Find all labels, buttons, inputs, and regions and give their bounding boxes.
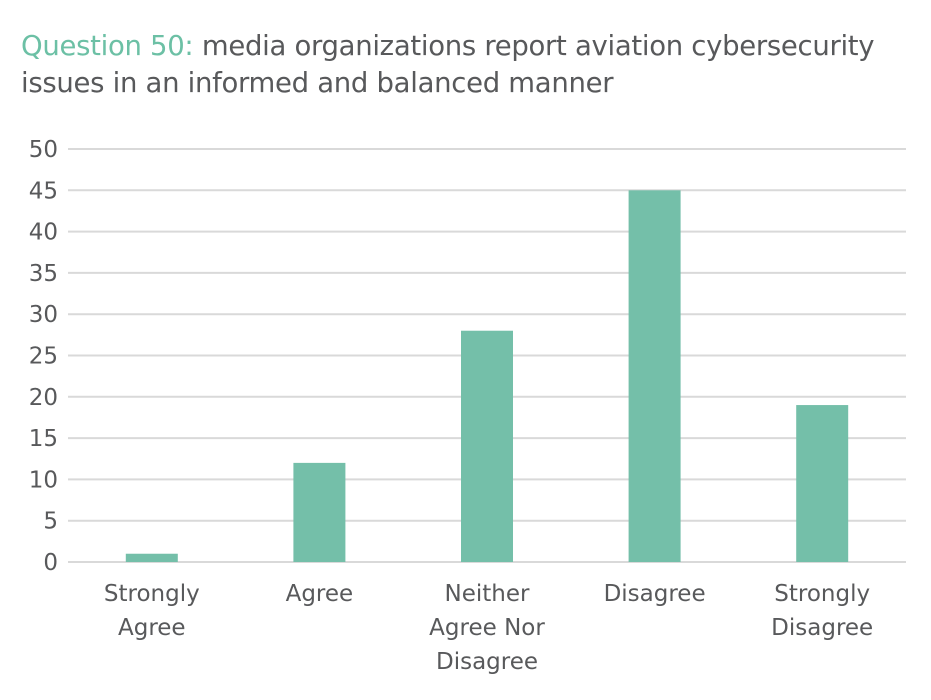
y-tick-label: 15 bbox=[29, 426, 58, 452]
y-tick-label: 50 bbox=[29, 137, 58, 163]
x-tick-label-line: Agree bbox=[286, 581, 354, 607]
x-tick-label-line: Disagree bbox=[436, 649, 538, 675]
y-tick-label: 0 bbox=[43, 550, 58, 576]
x-tick-label-line: Neither bbox=[445, 581, 530, 607]
bar bbox=[461, 330, 513, 562]
chart-title: Question 50: media organizations report … bbox=[21, 28, 921, 102]
bar bbox=[628, 190, 681, 563]
bar bbox=[796, 405, 849, 562]
x-tick-label-line: Disagree bbox=[604, 581, 706, 607]
y-tick-label: 35 bbox=[29, 261, 58, 287]
x-tick-label-line: Strongly bbox=[104, 581, 200, 607]
bar bbox=[293, 462, 346, 562]
x-tick-label: Neither Agree Nor Disagree bbox=[429, 581, 545, 675]
y-tick-label: 45 bbox=[29, 178, 58, 204]
x-tick-label-line: Agree bbox=[118, 615, 186, 641]
y-tick-label: 5 bbox=[43, 509, 58, 535]
x-tick-label: Strongly Disagree bbox=[771, 581, 873, 641]
x-tick-label: Strongly Agree bbox=[104, 581, 200, 641]
x-tick-label-line: Agree Nor bbox=[429, 615, 545, 641]
x-tick-label: Disagree bbox=[604, 581, 706, 607]
bar bbox=[125, 553, 178, 562]
y-tick-label: 40 bbox=[29, 220, 58, 246]
y-tick-label: 25 bbox=[29, 344, 58, 370]
chart-title-prefix: Question 50: bbox=[21, 30, 194, 62]
x-tick-label-line: Disagree bbox=[771, 615, 873, 641]
y-tick-label: 10 bbox=[29, 467, 58, 493]
y-tick-label: 30 bbox=[29, 302, 58, 328]
x-tick-label-line: Strongly bbox=[774, 581, 870, 607]
y-tick-label: 20 bbox=[29, 385, 58, 411]
x-tick-label: Agree bbox=[286, 581, 354, 607]
chart-title-text: media organizations report aviation cybe… bbox=[21, 30, 875, 99]
